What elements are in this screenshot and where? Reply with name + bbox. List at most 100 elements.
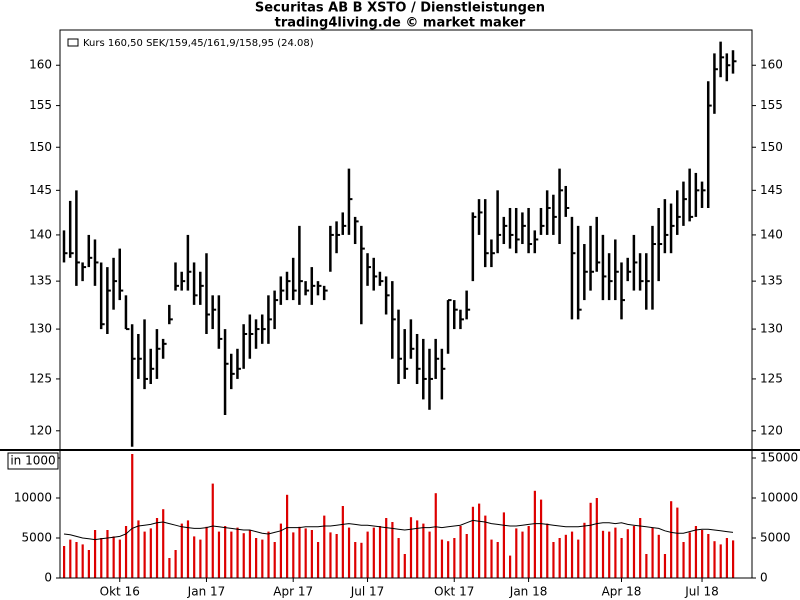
- y2-tick-label: 140: [760, 227, 783, 241]
- y2-tick-label: 5000: [760, 531, 791, 545]
- volume-bar: [279, 523, 283, 578]
- volume-bar: [347, 527, 351, 578]
- volume-average-line: [63, 519, 734, 541]
- y-tick-label: 125: [29, 371, 52, 385]
- y2-tick-label: 150: [760, 140, 783, 154]
- volume-bar: [416, 520, 419, 578]
- volume-bar: [106, 530, 109, 578]
- volume-bar: [93, 530, 97, 578]
- volume-bar: [292, 532, 295, 578]
- volume-bar: [509, 555, 512, 578]
- volume-bar: [149, 528, 152, 578]
- volume-bar: [409, 517, 413, 578]
- volume-bar: [168, 558, 171, 578]
- volume-bar: [459, 526, 462, 578]
- y-label-box: [7, 452, 59, 470]
- y-tick-label: 160: [29, 58, 52, 72]
- volume-bar: [118, 539, 121, 578]
- volume-bar: [63, 546, 66, 578]
- volume-bar: [391, 522, 394, 578]
- volume-bar: [688, 532, 691, 578]
- volume-bar: [601, 530, 605, 578]
- y2-tick-label: 135: [760, 274, 783, 288]
- volume-bar: [626, 529, 629, 578]
- x-tick-label: Jul 17: [350, 585, 385, 599]
- y2-tick-label: 125: [760, 371, 783, 385]
- volume-bar: [502, 512, 506, 578]
- volume-bar: [539, 499, 543, 578]
- volume-bar: [589, 502, 592, 578]
- volume-bar: [632, 526, 636, 578]
- volume-bar: [663, 554, 667, 578]
- volume-bar: [707, 534, 710, 578]
- volume-bar: [193, 536, 196, 578]
- volume-bar: [614, 527, 617, 578]
- volume-bar: [360, 542, 363, 578]
- volume-bar: [335, 534, 338, 578]
- volume-bar: [112, 536, 115, 578]
- y-tick-label: 145: [29, 183, 52, 197]
- volume-bar: [682, 542, 685, 578]
- volume-bar: [428, 531, 431, 578]
- volume-bar: [484, 515, 487, 578]
- volume-bar: [645, 554, 648, 578]
- volume-bar: [224, 526, 227, 578]
- y-tick-label: 150: [29, 140, 52, 154]
- y-tick-label: 120: [29, 423, 52, 437]
- y2-tick-label: 130: [760, 322, 783, 336]
- volume-bar: [286, 494, 289, 578]
- y2-tick-label: 145: [760, 183, 783, 197]
- volume-bar: [453, 538, 456, 578]
- x-tick-label: Okt 16: [100, 585, 140, 599]
- volume-bar: [447, 541, 450, 578]
- volume-bar: [515, 528, 518, 578]
- volume-bar: [137, 520, 140, 578]
- volume-bar: [205, 526, 208, 578]
- volume-bar: [75, 542, 78, 578]
- volume-bar: [577, 539, 580, 578]
- x-tick-label: Okt 17: [434, 585, 474, 599]
- y2-tick-label: 15000: [760, 451, 798, 465]
- y-tick-label: 135: [29, 274, 52, 288]
- volume-bar: [211, 483, 214, 578]
- volume-bar: [131, 454, 134, 578]
- y-tick-label: 155: [29, 98, 52, 112]
- volume-bar: [558, 538, 561, 578]
- volume-bar: [124, 526, 128, 578]
- volume-bar: [155, 518, 159, 578]
- volume-bar: [255, 538, 258, 578]
- volume-bar: [552, 542, 555, 578]
- volume-bar: [87, 550, 90, 578]
- volume-bar: [162, 509, 165, 578]
- volume-bar: [670, 501, 673, 578]
- volume-bar: [385, 518, 388, 578]
- y-tick-label: 130: [29, 322, 52, 336]
- y2-tick-label: 10000: [760, 491, 798, 505]
- volume-bar: [434, 493, 437, 578]
- volume-bar: [639, 518, 642, 578]
- y-axis-label: in 1000: [10, 454, 55, 468]
- volume-bar: [440, 539, 444, 578]
- volume-bar: [354, 542, 357, 578]
- volume-bar: [471, 506, 475, 578]
- volume-bar: [465, 534, 468, 578]
- volume-bar: [713, 541, 716, 578]
- legend-label: Kurs 160,50 SEK/159,45/161,9/158,95 (24.…: [83, 38, 314, 49]
- volume-bar: [422, 523, 425, 578]
- volume-bar: [546, 523, 549, 578]
- volume-bar: [372, 527, 375, 578]
- x-tick-label: Jan 17: [187, 585, 226, 599]
- y2-tick-label: 0: [760, 571, 768, 585]
- volume-bar: [341, 506, 344, 578]
- y-tick-label: 10000: [14, 491, 52, 505]
- volume-bar: [298, 526, 301, 578]
- y2-tick-label: 155: [760, 98, 783, 112]
- volume-bar: [230, 531, 233, 578]
- volume-bar: [242, 533, 245, 578]
- volume-bar: [236, 527, 239, 578]
- volume-bar: [608, 531, 611, 578]
- chart-title: Securitas AB B XSTO / Dienstleistungen: [255, 1, 545, 16]
- y-tick-label: 5000: [21, 531, 52, 545]
- volume-bar: [527, 526, 530, 578]
